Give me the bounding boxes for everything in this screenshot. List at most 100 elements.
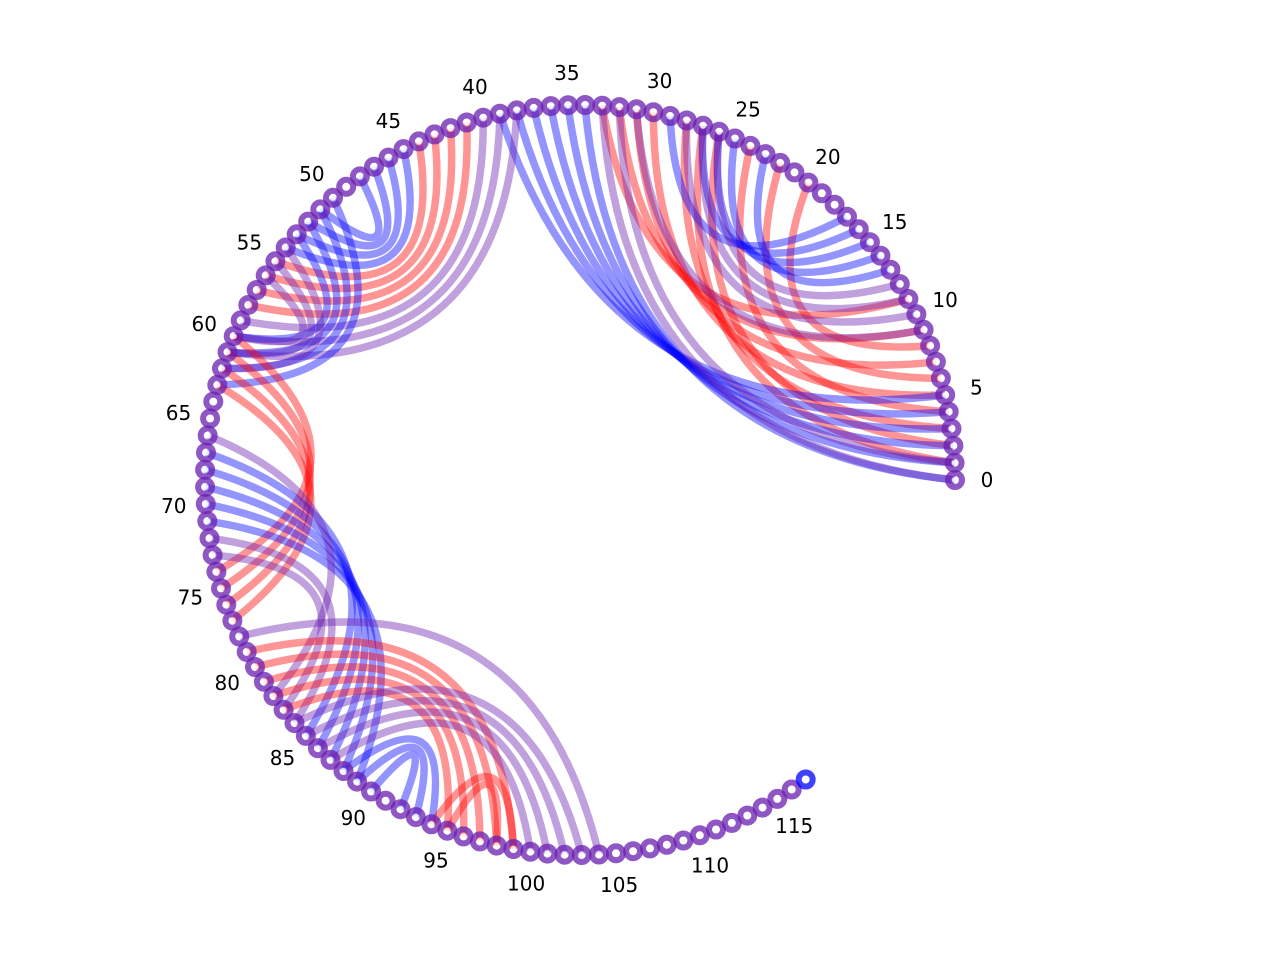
node-57-core: [253, 287, 260, 293]
node-25-ring: [724, 128, 745, 149]
node-87-ring: [320, 749, 341, 770]
node-89: [347, 771, 368, 792]
node-110-ring: [689, 825, 710, 846]
node-41-core: [463, 119, 470, 126]
node-23-ring: [755, 144, 776, 165]
tick-label-65: 65: [166, 401, 191, 425]
node-78-core: [236, 633, 243, 640]
node-81: [253, 671, 274, 692]
node-111-ring: [706, 819, 726, 840]
node-26-core: [716, 128, 723, 135]
node-53: [286, 224, 307, 245]
link-15-26: [713, 131, 872, 267]
node-14-ring: [870, 245, 891, 266]
node-72: [199, 528, 220, 549]
node-52-ring: [298, 211, 319, 232]
node-40-core: [480, 114, 487, 121]
node-71-core: [204, 518, 211, 525]
node-112: [721, 812, 742, 833]
node-34-ring: [575, 95, 596, 115]
tick-label-15: 15: [882, 210, 907, 234]
node-61-core: [224, 349, 231, 356]
node-113: [737, 805, 758, 826]
node-64-ring: [203, 391, 224, 412]
node-94-core: [428, 821, 435, 828]
link-85-102: [304, 696, 569, 856]
node-99-core: [510, 846, 517, 852]
node-19: [811, 183, 832, 204]
tick-label-5: 5: [970, 376, 983, 400]
link-94-99: [428, 772, 518, 850]
node-31-ring: [626, 99, 647, 120]
link-90-92: [368, 750, 419, 811]
node-22: [770, 152, 791, 173]
node-16-core: [855, 226, 862, 233]
node-113-ring: [737, 805, 758, 826]
node-65: [200, 408, 221, 429]
node-47-ring: [364, 156, 384, 177]
node-112-core: [728, 819, 735, 826]
node-79-core: [243, 648, 250, 655]
node-4-ring: [938, 401, 959, 422]
link-95-98: [444, 780, 502, 846]
node-23: [755, 144, 776, 165]
node-105-ring: [606, 843, 626, 864]
node-83-core: [280, 706, 287, 713]
node-6-core: [937, 375, 944, 382]
link-55-61: [227, 258, 316, 358]
node-91: [375, 790, 396, 811]
node-56: [255, 265, 276, 286]
node-28-ring: [676, 110, 697, 131]
node-104-core: [595, 851, 602, 858]
node-68-ring: [195, 459, 216, 480]
node-64-core: [210, 398, 217, 405]
node-67: [196, 442, 216, 463]
node-20-core: [805, 179, 812, 186]
node-88-core: [340, 768, 347, 774]
node-27-core: [700, 122, 706, 129]
node-38-core: [513, 107, 520, 114]
node-14-core: [877, 252, 884, 259]
node-16: [848, 219, 869, 240]
node-87: [320, 749, 341, 770]
nodes-layer: [195, 95, 965, 865]
node-49-core: [343, 183, 350, 190]
node-103-core: [578, 852, 585, 858]
node-24-core: [747, 142, 754, 149]
node-41-ring: [456, 112, 477, 133]
node-9: [913, 319, 934, 340]
link-73-83: [212, 551, 326, 713]
node-24: [740, 135, 761, 156]
node-10-ring: [906, 304, 927, 325]
node-81-core: [260, 678, 267, 685]
node-65-core: [207, 415, 214, 422]
link-54-62: [221, 245, 325, 373]
node-82-core: [270, 693, 277, 699]
node-1: [944, 452, 965, 473]
node-84-core: [291, 720, 298, 727]
node-45-core: [400, 146, 407, 153]
tick-label-75: 75: [178, 586, 203, 610]
node-37: [523, 97, 544, 118]
node-75-core: [218, 585, 224, 592]
link-68-86: [204, 466, 362, 751]
node-112-ring: [721, 812, 742, 833]
link-11-27: [698, 125, 910, 313]
node-104-ring: [588, 844, 609, 865]
node-61-ring: [217, 342, 238, 363]
tick-label-90: 90: [341, 806, 366, 830]
node-116-core: [788, 786, 795, 793]
node-115: [767, 788, 788, 809]
node-73-core: [209, 552, 216, 559]
node-62-core: [219, 365, 225, 372]
node-29-core: [667, 113, 674, 119]
node-26: [709, 121, 730, 142]
node-35-ring: [558, 95, 578, 116]
node-114: [752, 797, 773, 818]
link-4-38: [513, 109, 950, 418]
node-8: [920, 335, 941, 356]
node-5-core: [942, 391, 949, 398]
node-89-core: [354, 778, 361, 785]
node-0: [945, 470, 965, 490]
